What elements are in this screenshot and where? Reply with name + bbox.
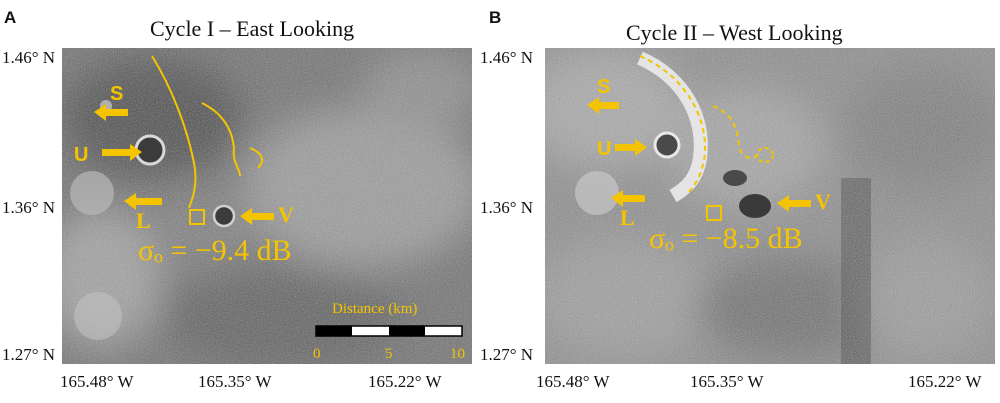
panel-a-arrow-u: [102, 144, 142, 161]
panel-b-lat-top: 1.46° N: [480, 48, 534, 67]
panel-a-lat-mid: 1.36° N: [2, 198, 56, 217]
scale-bar-tick-5: 5: [385, 346, 393, 362]
panel-a-label-s: S: [110, 83, 123, 105]
panel-a-lon-right: 165.22° W: [368, 372, 442, 391]
panel-b-lon-left: 165.48° W: [536, 372, 610, 391]
panel-b-arrow-v: [777, 195, 811, 212]
panel-a-lat-bottom: 1.27° N: [2, 345, 56, 364]
panel-a-letter: A: [4, 8, 17, 27]
panel-a-label-l: L: [136, 208, 151, 233]
scale-bar: [315, 325, 463, 337]
scale-bar-tick-10: 10: [450, 346, 465, 362]
panel-a-arrow-s: [94, 104, 128, 121]
panel-a-label-v: V: [278, 202, 294, 227]
panel-b-radar-svg: S U L V σₒ = −8.5 dB: [545, 48, 995, 364]
panel-b-letter: B: [489, 8, 502, 27]
panel-b-lat-mid: 1.36° N: [480, 198, 534, 217]
panel-b-sigma-value: σₒ = −8.5 dB: [649, 222, 803, 255]
panel-b-lon-mid: 165.35° W: [690, 372, 764, 391]
panel-b-lon-right: 165.22° W: [908, 372, 982, 391]
panel-b-lat-bottom: 1.27° N: [480, 345, 534, 364]
panel-b-arrow-s: [587, 97, 619, 114]
panel-a-lat-top: 1.46° N: [2, 48, 56, 67]
panel-b-title: Cycle II – West Looking: [626, 20, 843, 45]
panel-a-lon-left: 165.48° W: [60, 372, 134, 391]
scale-bar-tick-0: 0: [313, 346, 321, 362]
panel-a-arrow-v: [240, 208, 274, 225]
panel-b-label-v: V: [815, 189, 831, 214]
panel-b-label-l: L: [620, 205, 635, 230]
panel-a-arrow-l: [124, 193, 162, 210]
panel-a-lon-mid: 165.35° W: [198, 372, 272, 391]
panel-b-radar-image: S U L V σₒ = −8.5 dB: [545, 48, 995, 364]
panel-b-label-u: U: [597, 138, 611, 160]
panel-b-arrow-l: [611, 190, 645, 207]
panel-a-radar-svg: S U L V σₒ = −9.4 dB Distance (km) 0 5 1…: [62, 48, 472, 364]
panel-a-label-u: U: [74, 144, 88, 166]
scale-bar-title: Distance (km): [332, 301, 417, 317]
panel-a-radar-image: S U L V σₒ = −9.4 dB Distance (km) 0 5 1…: [62, 48, 472, 364]
panel-a-title: Cycle I – East Looking: [150, 16, 355, 41]
panel-b-arrow-u: [615, 139, 647, 156]
panel-a-sigma-value: σₒ = −9.4 dB: [138, 234, 292, 267]
panel-b-label-s: S: [597, 76, 610, 98]
